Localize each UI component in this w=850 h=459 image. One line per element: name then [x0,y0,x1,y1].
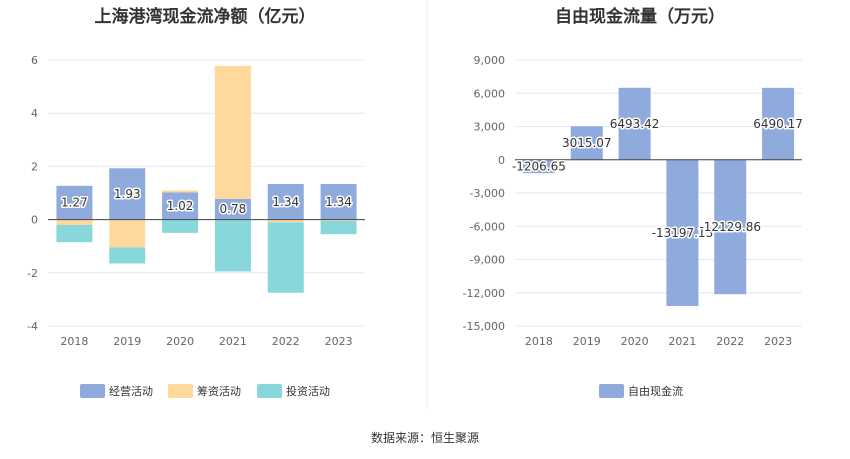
x-tick-label: 2018 [525,335,553,348]
data-label: 1.34 [325,195,352,209]
y-tick-label: -9,000 [470,254,505,267]
chart-title: 上海港湾现金流净额（亿元） [95,6,316,27]
x-tick-label: 2021 [668,335,696,348]
x-tick-label: 2019 [113,335,141,348]
x-tick-label: 2020 [621,335,649,348]
y-tick-label: -12,000 [463,287,505,300]
cash-flow-net-chart: 上海港湾现金流净额（亿元） 6 4 2 0 -2 -4 2018 2019 2020 2021 202… [27,6,365,398]
bar [320,219,357,221]
legend-label: 自由现金流 [628,384,683,398]
x-tick-label: 2021 [219,335,247,348]
data-label: -1206.65 [512,159,566,173]
x-tick-label: 2022 [272,335,300,348]
bar [56,219,93,225]
bar [714,159,747,295]
legend-label: 经营活动 [109,384,153,398]
legend-swatch [80,384,105,398]
y-tick-label: -4 [27,320,38,333]
y-tick-label: -15,000 [463,320,505,333]
data-label: 3015.07 [562,136,612,150]
y-tick-label: -3,000 [470,187,505,200]
x-tick-label: 2022 [716,335,744,348]
bar [618,87,651,160]
bar [214,65,251,199]
data-label: -13197.13 [652,226,714,240]
bar [666,159,699,307]
bar [522,159,555,174]
bar [570,126,603,160]
data-label: 1.34 [272,195,299,209]
bar [267,183,304,220]
bar [56,185,93,220]
x-tick-label: 2019 [573,335,601,348]
bar [267,219,304,223]
bar [162,192,199,220]
bar [56,224,93,243]
data-label: -12129.86 [699,220,761,234]
y-tick-label: -2 [27,267,38,280]
x-tick-label: 2020 [166,335,194,348]
y-tick-label: 0 [498,154,505,167]
bar [320,183,357,220]
data-source-note: 数据来源：恒生聚源 [371,430,479,445]
data-label: 6493.42 [610,117,660,131]
bar [267,222,304,293]
bar [109,168,146,220]
y-tick-label: -6,000 [470,220,505,233]
y-tick-label: 3,000 [474,121,506,134]
bar [214,198,251,220]
x-tick-label: 2023 [325,335,353,348]
y-tick-label: 4 [31,107,38,120]
bar [162,190,199,193]
bar [214,219,251,272]
data-label: 0.78 [220,202,247,216]
y-tick-label: 6,000 [474,87,506,100]
data-label: 1.27 [61,196,88,210]
bar [109,247,146,264]
legend-label: 投资活动 [286,384,330,398]
legend-swatch [257,384,282,398]
data-label: 1.02 [167,199,194,213]
legend-swatch [168,384,193,398]
y-tick-label: 9,000 [474,54,506,67]
y-tick-label: 6 [31,54,38,67]
chart-title: 自由现金流量（万元） [555,6,725,27]
y-tick-label: 0 [31,214,38,227]
bar [109,219,146,248]
bar [762,87,795,160]
legend-swatch [599,384,624,398]
x-tick-label: 2023 [764,335,792,348]
data-label: 1.93 [114,187,141,201]
free-cash-flow-chart: 自由现金流量（万元） 9,000 6,000 3,000 0 -3,000 -6,000 -9… [463,6,804,398]
data-label: 6490.17 [753,117,803,131]
y-tick-label: 2 [31,160,38,173]
bar [162,219,199,233]
bar [320,220,357,235]
x-tick-label: 2018 [60,335,88,348]
legend-label: 筹资活动 [197,384,241,398]
